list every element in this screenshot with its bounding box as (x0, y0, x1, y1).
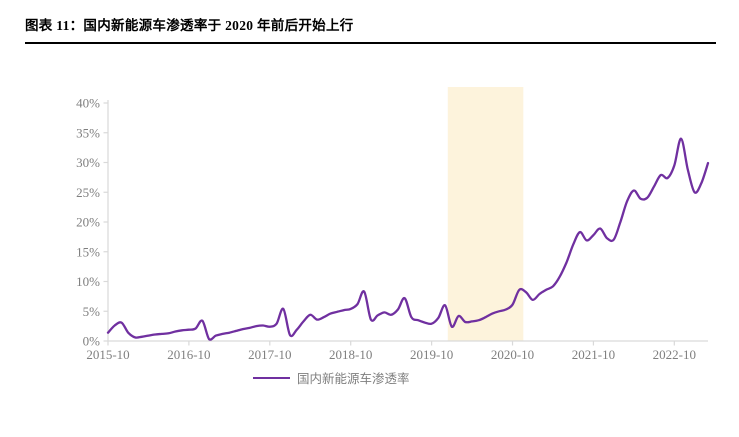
series-line (106, 137, 710, 341)
y-tick-label: 10% (76, 274, 100, 289)
y-tick-label: 40% (76, 96, 100, 111)
y-tick-label: 15% (76, 244, 100, 259)
y-tick-label: 30% (76, 155, 100, 170)
y-tick-label: 25% (76, 185, 100, 200)
x-tick-label: 2022-10 (653, 347, 696, 362)
x-tick-label: 2021-10 (572, 347, 615, 362)
x-tick-label: 2020-10 (491, 347, 534, 362)
legend-line-swatch (253, 376, 290, 379)
x-tick-label: 2016-10 (167, 347, 210, 362)
x-tick-label: 2015-10 (86, 347, 129, 362)
x-tick-label: 2017-10 (248, 347, 291, 362)
title-divider (25, 42, 716, 44)
y-tick-label: 20% (76, 215, 100, 230)
x-tick-label: 2019-10 (410, 347, 453, 362)
y-tick-label: 5% (83, 304, 101, 319)
y-tick-label: 35% (76, 125, 100, 140)
highlight-band-2020 (447, 87, 524, 341)
y-tick-label: 0% (83, 334, 101, 349)
legend-label: 国内新能源车渗透率 (297, 372, 410, 386)
figure-title: 图表 11：国内新能源车渗透率于 2020 年前后开始上行 (25, 18, 354, 33)
legend: 国内新能源车渗透率 (253, 368, 410, 387)
x-tick-label: 2018-10 (329, 347, 372, 362)
